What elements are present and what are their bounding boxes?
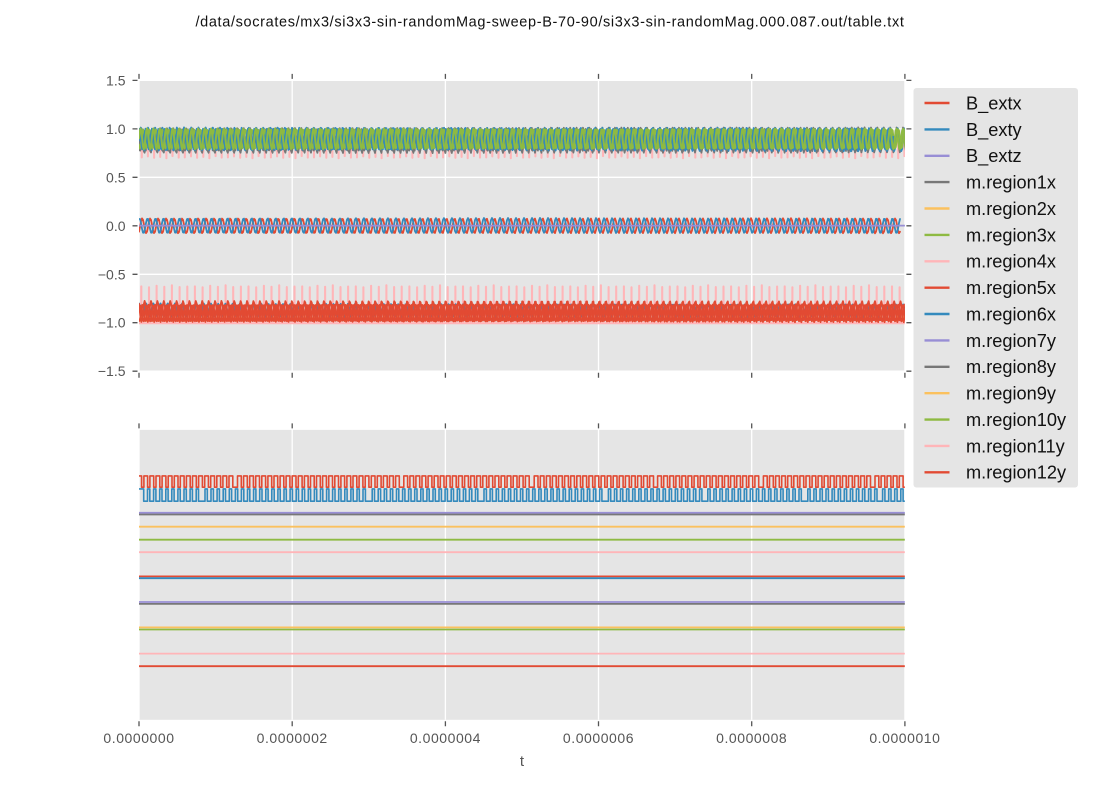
svg-text:0.0000002: 0.0000002 [257,730,328,746]
svg-text:0.0000000: 0.0000000 [103,730,174,746]
svg-text:m.region9y: m.region9y [966,384,1057,404]
svg-text:1.0: 1.0 [106,121,126,137]
svg-text:m.region6x: m.region6x [966,304,1056,324]
svg-text:m.region1x: m.region1x [966,173,1056,193]
svg-text:0.0000010: 0.0000010 [869,730,940,746]
svg-text:B_exty: B_exty [966,120,1023,141]
svg-text:m.region4x: m.region4x [966,252,1056,272]
svg-text:m.region7y: m.region7y [966,331,1057,351]
svg-text:m.region5x: m.region5x [966,278,1056,298]
svg-text:0.0000004: 0.0000004 [410,730,481,746]
svg-text:0.5: 0.5 [106,169,126,185]
svg-text:0.0: 0.0 [106,218,126,234]
svg-text:B_extz: B_extz [966,146,1022,167]
svg-text:0.0000006: 0.0000006 [563,730,634,746]
svg-text:B_extx: B_extx [966,93,1022,114]
svg-text:m.region3x: m.region3x [966,225,1056,245]
svg-text:m.region11y: m.region11y [966,436,1066,456]
svg-text:−1.0: −1.0 [98,315,126,331]
svg-text:1.5: 1.5 [106,72,126,88]
svg-text:/data/socrates/mx3/si3x3-sin-r: /data/socrates/mx3/si3x3-sin-randomMag-s… [195,15,904,31]
svg-text:m.region8y: m.region8y [966,357,1057,377]
svg-text:−1.5: −1.5 [98,363,126,379]
svg-text:0.0000008: 0.0000008 [716,730,787,746]
svg-text:m.region2x: m.region2x [966,199,1056,219]
svg-text:m.region10y: m.region10y [966,410,1067,430]
svg-text:t: t [520,753,525,770]
svg-text:−0.5: −0.5 [98,266,126,282]
svg-text:m.region12y: m.region12y [966,463,1067,483]
